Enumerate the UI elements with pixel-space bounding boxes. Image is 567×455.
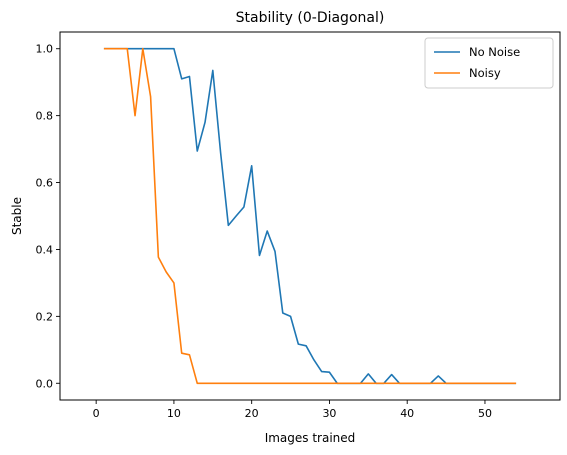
legend-label: No Noise: [469, 45, 520, 59]
y-tick-label: 0.4: [36, 243, 54, 256]
series-layer: [103, 47, 517, 385]
series-line-1: [103, 47, 517, 385]
y-tick-label: 0.6: [36, 177, 54, 190]
x-tick-label: 30: [322, 407, 336, 420]
y-axis-label: Stable: [10, 197, 24, 235]
y-tick-label: 0.2: [36, 310, 54, 323]
x-tick-label: 40: [400, 407, 414, 420]
legend-box: [424, 37, 554, 89]
y-axis-ticks: 0.0 0.2 0.4 0.6 0.8 1.0: [36, 43, 60, 390]
y-tick-label: 0.8: [36, 110, 54, 123]
legend-label: Noisy: [469, 66, 501, 80]
x-tick-label: 50: [478, 407, 492, 420]
legend: No Noise Noisy: [424, 37, 554, 89]
chart-title: Stability (0-Diagonal): [236, 10, 385, 26]
series-line-0: [103, 47, 517, 385]
x-axis-label: Images trained: [265, 431, 356, 445]
plot-frame: [59, 31, 561, 401]
y-tick-label: 0.0: [36, 377, 54, 390]
x-tick-label: 10: [167, 407, 181, 420]
x-axis-ticks: 0 10 20 30 40 50: [93, 400, 492, 420]
y-tick-label: 1.0: [36, 43, 54, 56]
x-tick-label: 20: [245, 407, 259, 420]
x-tick-label: 0: [93, 407, 100, 420]
